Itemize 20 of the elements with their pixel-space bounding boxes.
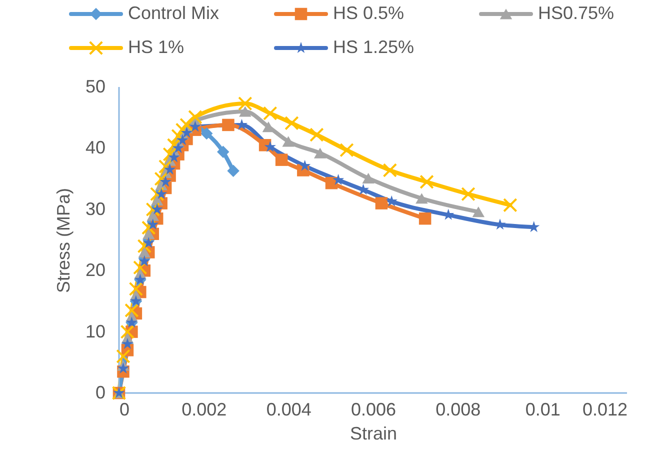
legend-label: HS 1.25% <box>333 37 414 57</box>
legend-label: HS 1% <box>128 37 184 57</box>
y-tick-label: 20 <box>85 260 106 280</box>
x-tick-label: 0 <box>120 400 130 420</box>
x-tick-label: 0.012 <box>582 400 628 420</box>
y-tick-label: 10 <box>85 321 106 342</box>
x-axis-title: Strain <box>350 424 398 444</box>
y-tick-label: 0 <box>95 382 106 402</box>
x-tick-label: 0.01 <box>525 400 560 420</box>
x-tick-label: 0.006 <box>350 400 396 420</box>
x-tick-label: 0.008 <box>436 400 481 420</box>
y-tick-label: 50 <box>85 76 106 96</box>
y-tick-label: 30 <box>85 198 106 219</box>
y-tick-label: 40 <box>85 138 106 158</box>
x-tick-label: 0.004 <box>266 400 312 420</box>
legend-label: Control Mix <box>128 3 220 23</box>
legend-label: HS0.75% <box>538 3 614 23</box>
x-tick-label: 0.002 <box>182 400 227 420</box>
y-axis-title: Stress (MPa) <box>53 188 74 294</box>
legend-label: HS 0.5% <box>333 3 404 23</box>
